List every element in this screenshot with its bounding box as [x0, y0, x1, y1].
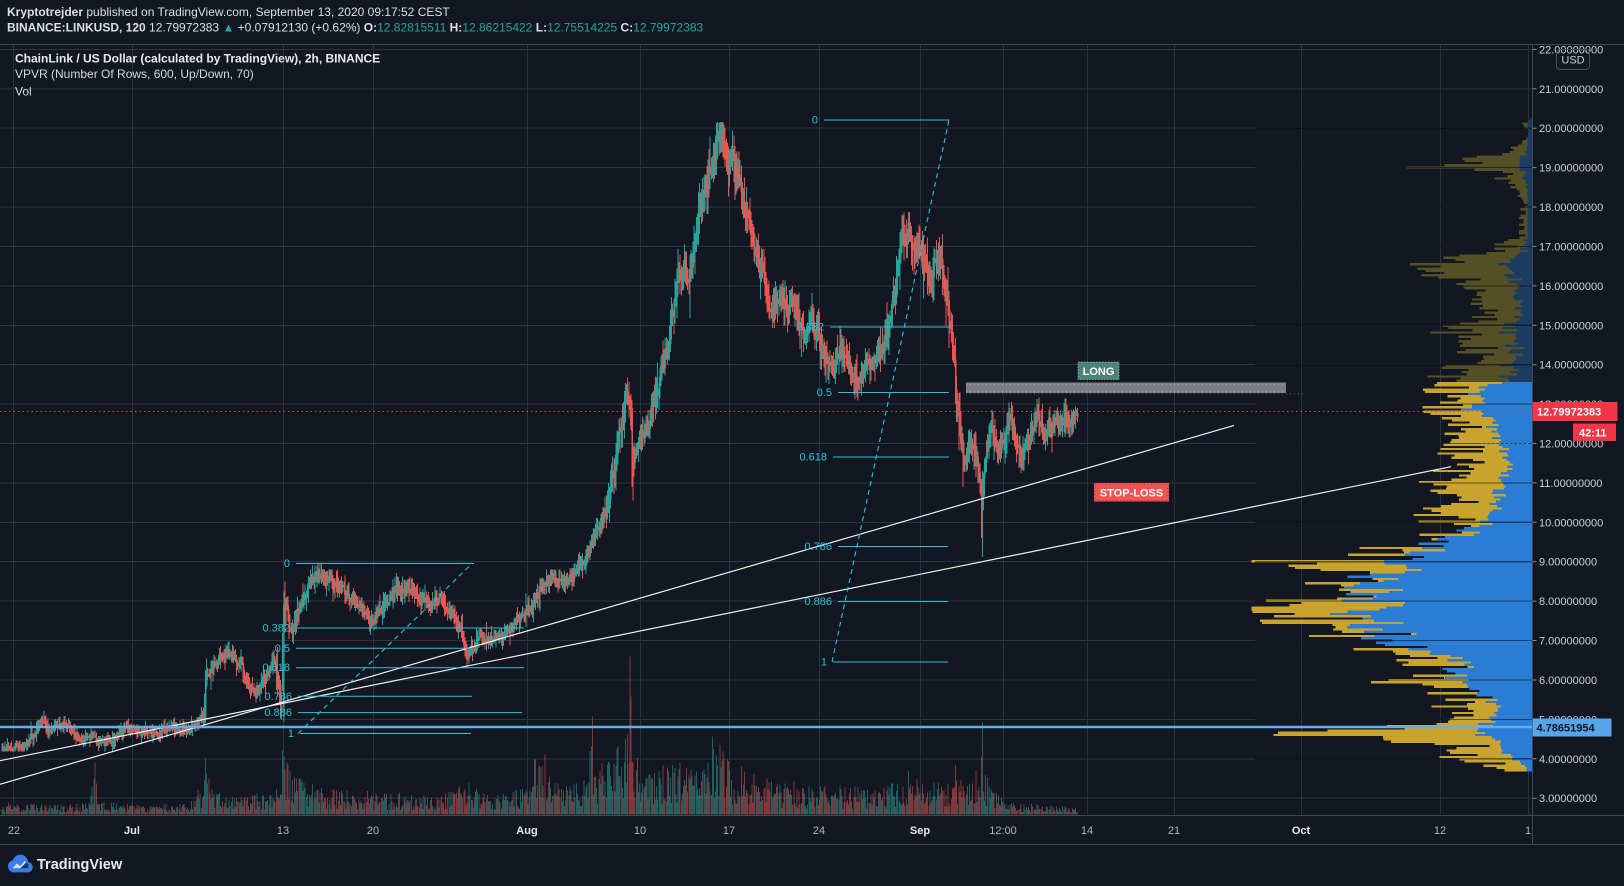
svg-text:17: 17 — [723, 825, 735, 837]
svg-text:0: 0 — [812, 115, 818, 127]
svg-text:0.786: 0.786 — [264, 691, 292, 703]
svg-text:10.00000000: 10.00000000 — [1539, 517, 1603, 529]
svg-text:0.382: 0.382 — [796, 322, 824, 334]
svg-text:18.00000000: 18.00000000 — [1539, 202, 1603, 214]
svg-text:0: 0 — [284, 558, 290, 570]
svg-text:0.886: 0.886 — [804, 596, 832, 608]
svg-text:20: 20 — [367, 825, 379, 837]
svg-text:15.00000000: 15.00000000 — [1539, 320, 1603, 332]
svg-text:0.5: 0.5 — [817, 387, 832, 399]
svg-text:21.00000000: 21.00000000 — [1539, 84, 1603, 96]
svg-text:10: 10 — [634, 825, 646, 837]
svg-text:11.00000000: 11.00000000 — [1539, 478, 1602, 490]
svg-text:22: 22 — [8, 825, 20, 837]
svg-text:42:11: 42:11 — [1579, 428, 1607, 440]
svg-text:12.00000000: 12.00000000 — [1539, 439, 1603, 451]
svg-text:Kryptotrejder published on Tra: Kryptotrejder published on TradingView.c… — [7, 5, 450, 19]
svg-text:9.00000000: 9.00000000 — [1539, 557, 1597, 569]
svg-text:21: 21 — [1168, 825, 1180, 837]
svg-text:16.00000000: 16.00000000 — [1539, 281, 1603, 293]
svg-text:14.00000000: 14.00000000 — [1539, 360, 1603, 372]
svg-text:0.382: 0.382 — [262, 623, 290, 635]
svg-text:1: 1 — [288, 728, 294, 740]
svg-text:ChainLink / US Dollar (calcula: ChainLink / US Dollar (calculated by Tra… — [15, 52, 380, 66]
svg-text:LONG: LONG — [1083, 366, 1115, 378]
svg-text:24: 24 — [813, 825, 825, 837]
svg-text:4.00000000: 4.00000000 — [1539, 754, 1597, 766]
svg-text:7.00000000: 7.00000000 — [1539, 636, 1597, 648]
svg-text:13: 13 — [277, 825, 289, 837]
svg-text:12.79972383: 12.79972383 — [1537, 407, 1601, 419]
svg-text:6.00000000: 6.00000000 — [1539, 675, 1597, 687]
svg-text:0.886: 0.886 — [264, 707, 292, 719]
svg-text:8.00000000: 8.00000000 — [1539, 596, 1597, 608]
svg-text:Oct: Oct — [1292, 825, 1311, 837]
svg-text:4.78651954: 4.78651954 — [1537, 723, 1596, 735]
svg-text:12:00: 12:00 — [989, 825, 1017, 837]
svg-text:USD: USD — [1561, 55, 1584, 67]
svg-text:12: 12 — [1434, 825, 1446, 837]
svg-text:3.00000000: 3.00000000 — [1539, 793, 1597, 805]
svg-text:Jul: Jul — [124, 825, 140, 837]
svg-text:0.618: 0.618 — [262, 662, 290, 674]
svg-text:14: 14 — [1081, 825, 1093, 837]
svg-text:20.00000000: 20.00000000 — [1539, 123, 1603, 135]
svg-text:0.786: 0.786 — [804, 541, 832, 553]
svg-text:TradingView: TradingView — [37, 857, 123, 873]
svg-text:Aug: Aug — [516, 825, 537, 837]
svg-text:0.618: 0.618 — [799, 452, 827, 464]
svg-text:17.00000000: 17.00000000 — [1539, 241, 1603, 253]
svg-text:BINANCE:LINKUSD, 120 12.79972: BINANCE:LINKUSD, 120 12.79972383 ▲ +0.07… — [7, 21, 704, 35]
svg-text:VPVR (Number Of Rows, 600, Up/: VPVR (Number Of Rows, 600, Up/Down, 70) — [15, 67, 254, 81]
svg-text:0.5: 0.5 — [275, 643, 290, 655]
svg-text:22.00000000: 22.00000000 — [1539, 44, 1603, 56]
svg-text:Vol: Vol — [15, 85, 32, 99]
svg-text:1: 1 — [821, 657, 827, 669]
svg-text:1: 1 — [1525, 825, 1531, 837]
svg-text:Sep: Sep — [910, 825, 930, 837]
svg-text:STOP-LOSS: STOP-LOSS — [1100, 488, 1163, 500]
svg-text:19.00000000: 19.00000000 — [1539, 163, 1603, 175]
